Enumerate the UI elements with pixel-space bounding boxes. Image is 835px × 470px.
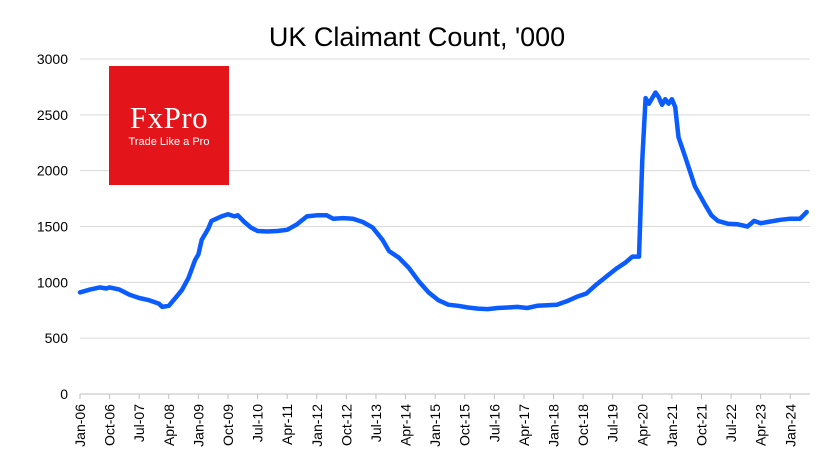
y-tick-label: 500 — [45, 330, 69, 346]
y-tick-label: 2000 — [37, 163, 68, 179]
x-tick-label: Apr-08 — [161, 404, 177, 446]
y-tick-label: 1000 — [37, 274, 68, 290]
x-tick-label: Jan-06 — [72, 404, 88, 447]
x-tick-label: Oct-12 — [338, 404, 354, 446]
x-tick-label: Oct-21 — [693, 404, 709, 446]
series-group — [77, 90, 809, 312]
x-tick-label: Apr-20 — [634, 404, 650, 446]
x-tick-label: Jul-22 — [723, 404, 739, 442]
x-tick-label: Jan-15 — [427, 404, 443, 447]
series-line — [77, 90, 809, 312]
y-axis-ticks: 0 500 1000 1500 2000 2500 3000 — [37, 51, 68, 402]
x-tick-label: Jan-12 — [309, 404, 325, 447]
x-tick-label: Jan-24 — [782, 404, 798, 447]
y-tick-label: 2500 — [37, 107, 68, 123]
logo-name: FxPro — [129, 100, 209, 135]
x-tick-label: Apr-23 — [753, 404, 769, 446]
x-tick-label: Jan-09 — [190, 404, 206, 447]
x-tick-label: Jul-07 — [131, 404, 147, 442]
x-tick-label: Oct-06 — [102, 404, 118, 446]
x-tick-label: Jan-18 — [546, 404, 562, 447]
x-tick-label: Apr-11 — [279, 404, 295, 445]
fxpro-logo: FxPro Trade Like a Pro — [109, 66, 229, 185]
logo-tagline: Trade Like a Pro — [128, 136, 210, 148]
x-tick-label: Jul-19 — [605, 404, 621, 442]
x-tick-label: Apr-14 — [398, 404, 414, 446]
x-tick-label: Jan-21 — [664, 404, 680, 447]
x-tick-label: Oct-18 — [575, 404, 591, 446]
x-tick-label: Jul-13 — [368, 404, 384, 442]
y-tick-label: 1500 — [37, 219, 68, 235]
y-tick-label: 0 — [60, 386, 68, 402]
x-tick-label: Jul-10 — [250, 404, 266, 442]
x-tick-label: Jul-16 — [486, 404, 502, 442]
chart-title: UK Claimant Count, '000 — [269, 22, 565, 52]
x-tick-label: Oct-15 — [457, 404, 473, 446]
y-tick-label: 3000 — [37, 51, 68, 67]
x-axis-ticks: Jan-06 Oct-06 Jul-07 Apr-08 Jan-09 Oct-09 Jul-… — [72, 394, 798, 447]
x-tick-label: Oct-09 — [220, 404, 236, 446]
x-tick-label: Apr-17 — [516, 404, 532, 446]
